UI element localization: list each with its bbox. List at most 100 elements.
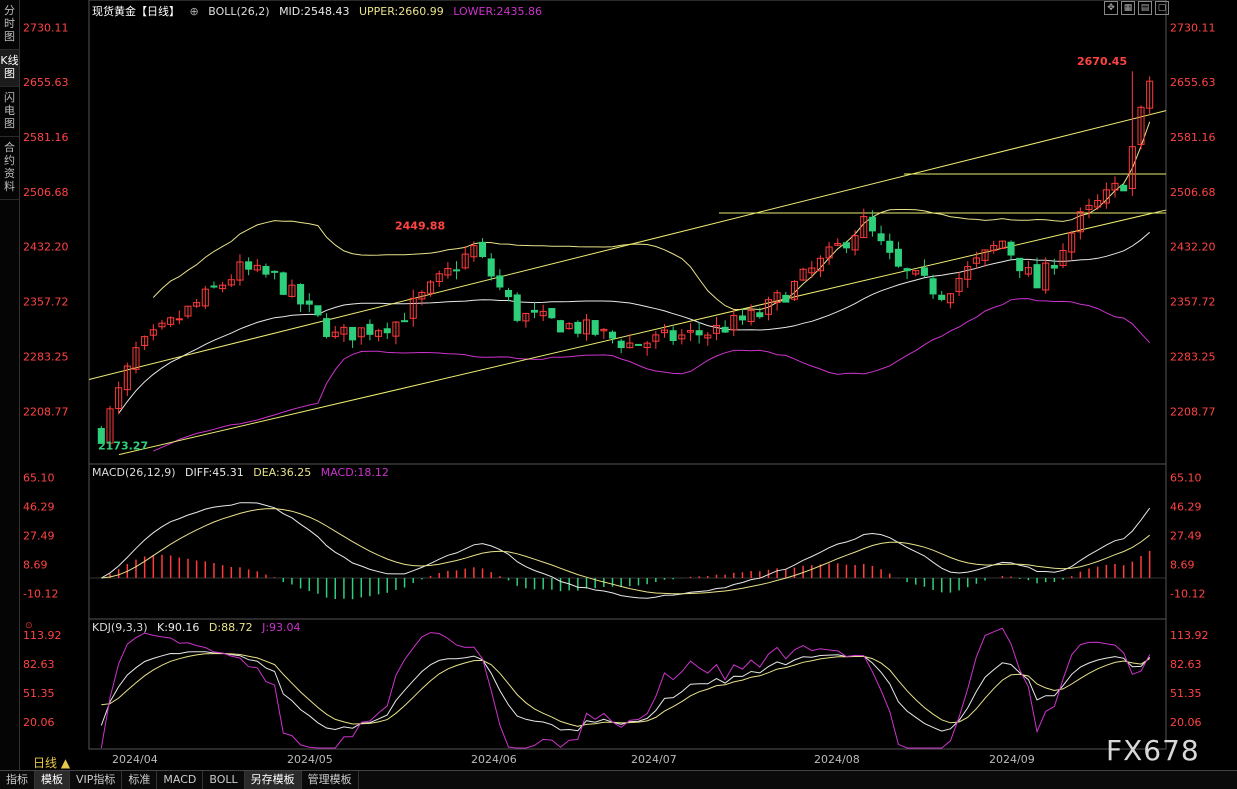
candle [132,347,140,370]
candle [678,334,686,340]
candle [522,312,530,322]
bottom-tab-5[interactable]: BOLL [203,771,245,789]
candle [825,246,833,259]
x-tick-label: 2024/06 [471,753,517,766]
boll-mid-line [118,231,1151,414]
kdj-tick-right: 20.06 [1170,716,1202,729]
window-controls: ✥ ▦ ▤ ▢ [1104,1,1169,15]
kdj-d: D:88.72 [208,621,253,634]
bottom-tab-0[interactable]: 指标 [0,771,35,789]
sidebar-tab-1[interactable]: K线图 [0,50,19,87]
candle [981,249,989,261]
price-tick-right: 2730.11 [1170,21,1216,34]
candle [1128,146,1136,190]
bottom-tab-7[interactable]: 管理模板 [302,771,359,789]
boll-upper-line [152,121,1151,311]
macd-diff: DIFF:45.31 [185,466,244,479]
candle [634,343,643,346]
boll-lower: LOWER:2435.86 [453,5,542,18]
candle [1102,189,1110,204]
settings-icon[interactable]: ⊕ [189,5,199,18]
candle [730,315,738,331]
candle [1016,257,1024,272]
sidebar-tab-3[interactable]: 合约资料 [0,137,19,200]
candle [1024,267,1032,275]
boll-mid: MID:2548.43 [279,5,350,18]
candle [314,305,322,316]
sidebar-tab-2[interactable]: 闪电图 [0,87,19,137]
candle [184,305,192,317]
candle [955,277,963,292]
bottom-toolbar: 指标 模板 VIP指标 标准 MACD BOLL 另存模板 管理模板 [0,770,1237,789]
boll-label: BOLL(26,2) [208,5,270,18]
candle [461,253,469,269]
candle [392,321,400,337]
macd-label: MACD(26,12,9) [92,466,176,479]
boll-lower-line [153,298,1151,452]
kdj-settings-icon[interactable]: ⊙ [25,621,33,631]
candle [409,297,417,319]
restore-icon[interactable]: ▢ [1155,1,1169,15]
x-tick-label: 2024/08 [814,753,860,766]
kdj-tick-left: 20.06 [23,716,55,729]
kdj-tick-right: 82.63 [1170,658,1202,671]
bottom-tab-3[interactable]: 标准 [122,771,158,789]
candle [253,264,261,271]
price-tick-left: 2432.20 [23,241,69,254]
period-label[interactable]: 日线 ▲ [33,756,71,770]
candle [964,266,972,280]
candle [582,319,591,335]
list-icon[interactable]: ▤ [1138,1,1152,15]
candle [842,242,850,249]
price-tick-left: 2283.25 [23,350,69,363]
candle [1137,106,1145,145]
bottom-tab-6[interactable]: 另存模板 [244,771,302,789]
macd-tick-left: 65.10 [23,472,55,485]
candle [929,278,937,295]
candle [340,326,348,335]
price-tick-left: 2730.11 [23,21,69,34]
candle [574,321,582,334]
candle [669,330,677,341]
price-tick-right: 2655.63 [1170,76,1216,89]
macd-tick-right: 46.29 [1170,501,1202,514]
kdj-tick-left: 82.63 [23,658,55,671]
price-chart[interactable]: 2730.11 2730.11 2655.63 2655.63 2581.16 2581.… [19,0,1237,770]
candle [764,299,772,315]
price-tick-right: 2581.16 [1170,131,1216,144]
candle [790,281,798,300]
macd-diff-line [101,502,1151,599]
price-tick-right: 2283.25 [1170,350,1216,363]
bottom-tab-4[interactable]: MACD [157,771,204,789]
macd-tick-right: 27.49 [1170,530,1202,543]
candle [591,320,599,335]
candle [851,235,859,251]
bottom-tab-1[interactable]: 模板 [35,771,70,789]
candle [236,261,244,281]
candle [487,258,495,277]
candle [695,330,703,336]
candle [1059,250,1067,266]
candle [167,317,175,325]
macd-tick-right: 65.10 [1170,472,1202,485]
candle [115,387,123,410]
price-tick-left: 2655.63 [23,76,69,89]
expand-icon[interactable]: ✥ [1104,1,1118,15]
candle [505,289,513,298]
price-tick-right: 2506.68 [1170,186,1216,199]
x-tick-label: 2024/05 [287,753,333,766]
kdj-label: KDJ(9,3,3) [92,621,148,634]
macd-tick-right: 8.69 [1170,559,1195,572]
candle [357,327,365,338]
sidebar-tab-0[interactable]: 分时图 [0,0,19,50]
instrument-title: 现货黄金【日线】 [92,5,180,18]
sidebar: 分时图 K线图 闪电图 合约资料 [0,0,20,770]
price-tick-left: 2506.68 [23,186,69,199]
candle [1033,264,1041,289]
candle [149,329,157,336]
grid-icon[interactable]: ▦ [1121,1,1135,15]
candle [1146,80,1154,109]
bottom-tab-2[interactable]: VIP指标 [70,771,123,789]
candle [1042,262,1050,291]
candle [548,307,556,319]
